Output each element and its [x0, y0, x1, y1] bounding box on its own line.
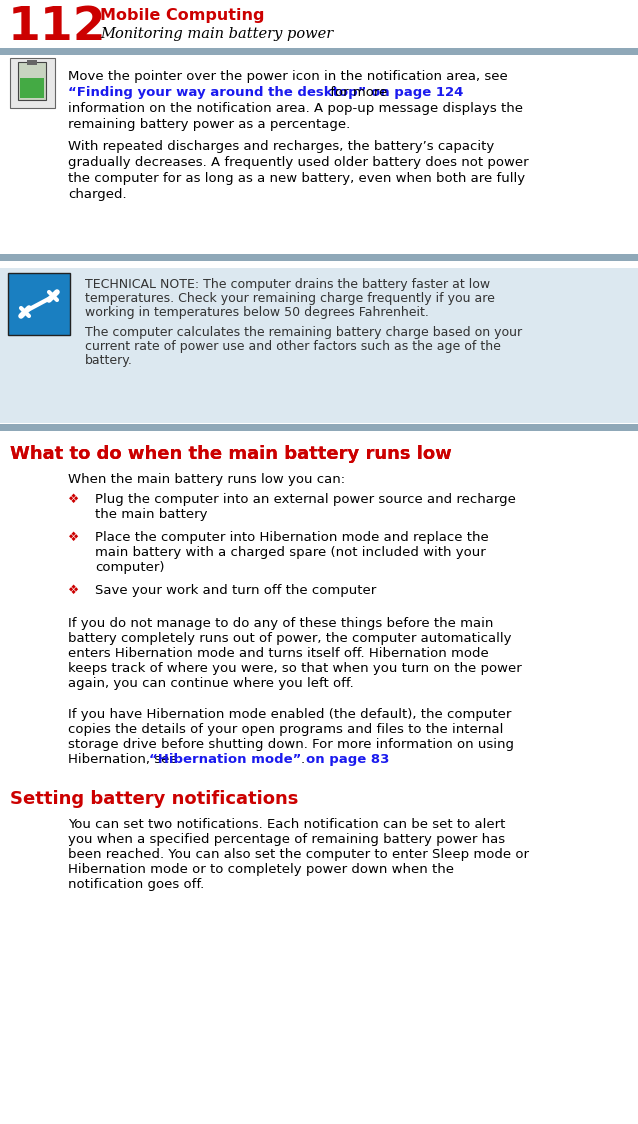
Text: working in temperatures below 50 degrees Fahrenheit.: working in temperatures below 50 degrees…: [85, 306, 429, 319]
Text: 112: 112: [8, 4, 107, 49]
Text: You can set two notifications. Each notification can be set to alert: You can set two notifications. Each noti…: [68, 818, 505, 831]
Text: Place the computer into Hibernation mode and replace the: Place the computer into Hibernation mode…: [95, 531, 489, 544]
Text: notification goes off.: notification goes off.: [68, 878, 204, 891]
Text: charged.: charged.: [68, 188, 126, 201]
Text: Monitoring main battery power: Monitoring main battery power: [100, 27, 333, 40]
Text: .: .: [301, 753, 305, 765]
Text: With repeated discharges and recharges, the battery’s capacity: With repeated discharges and recharges, …: [68, 140, 494, 153]
Text: Hibernation, see: Hibernation, see: [68, 753, 182, 765]
Text: enters Hibernation mode and turns itself off. Hibernation mode: enters Hibernation mode and turns itself…: [68, 647, 489, 660]
Text: information on the notification area. A pop-up message displays the: information on the notification area. A …: [68, 102, 523, 115]
Text: The computer calculates the remaining battery charge based on your: The computer calculates the remaining ba…: [85, 326, 522, 339]
Text: keeps track of where you were, so that when you turn on the power: keeps track of where you were, so that w…: [68, 662, 522, 676]
Text: ❖: ❖: [68, 493, 79, 506]
Text: TECHNICAL NOTE: The computer drains the battery faster at low: TECHNICAL NOTE: The computer drains the …: [85, 278, 490, 291]
Bar: [10, 58, 55, 108]
Text: Plug the computer into an external power source and recharge: Plug the computer into an external power…: [95, 493, 516, 506]
Text: When the main battery runs low you can:: When the main battery runs low you can:: [68, 473, 345, 486]
Bar: [27, 60, 37, 65]
Text: Hibernation mode or to completely power down when the: Hibernation mode or to completely power …: [68, 863, 454, 876]
Bar: [8, 273, 70, 335]
Text: battery.: battery.: [85, 354, 133, 368]
Text: Save your work and turn off the computer: Save your work and turn off the computer: [95, 584, 376, 597]
Text: you when a specified percentage of remaining battery power has: you when a specified percentage of remai…: [68, 833, 505, 846]
Text: temperatures. Check your remaining charge frequently if you are: temperatures. Check your remaining charg…: [85, 292, 495, 305]
Text: battery completely runs out of power, the computer automatically: battery completely runs out of power, th…: [68, 632, 512, 645]
Text: gradually decreases. A frequently used older battery does not power: gradually decreases. A frequently used o…: [68, 156, 529, 169]
Text: been reached. You can also set the computer to enter Sleep mode or: been reached. You can also set the compu…: [68, 847, 529, 861]
Text: the computer for as long as a new battery, even when both are fully: the computer for as long as a new batter…: [68, 172, 525, 185]
Text: for more: for more: [326, 87, 387, 99]
Text: “Hibernation mode” on page 83: “Hibernation mode” on page 83: [149, 753, 389, 765]
Text: remaining battery power as a percentage.: remaining battery power as a percentage.: [68, 118, 350, 132]
Text: ❖: ❖: [68, 584, 79, 597]
Text: again, you can continue where you left off.: again, you can continue where you left o…: [68, 677, 353, 690]
Text: If you have Hibernation mode enabled (the default), the computer: If you have Hibernation mode enabled (th…: [68, 708, 512, 720]
Text: What to do when the main battery runs low: What to do when the main battery runs lo…: [10, 445, 452, 463]
Bar: [18, 62, 46, 100]
Text: computer): computer): [95, 561, 165, 574]
Text: storage drive before shutting down. For more information on using: storage drive before shutting down. For …: [68, 738, 514, 751]
Text: the main battery: the main battery: [95, 508, 207, 522]
Bar: [0, 424, 638, 430]
Text: If you do not manage to do any of these things before the main: If you do not manage to do any of these …: [68, 617, 493, 629]
Text: ❖: ❖: [68, 531, 79, 544]
Text: What to do when the main battery runs low: What to do when the main battery runs lo…: [10, 445, 452, 463]
Text: Setting battery notifications: Setting battery notifications: [10, 790, 299, 808]
Bar: [20, 78, 44, 98]
Text: Mobile Computing: Mobile Computing: [100, 8, 265, 22]
Text: main battery with a charged spare (not included with your: main battery with a charged spare (not i…: [95, 546, 486, 559]
Text: Move the pointer over the power icon in the notification area, see: Move the pointer over the power icon in …: [68, 70, 508, 83]
Bar: [0, 254, 638, 261]
Bar: [0, 48, 638, 55]
Text: current rate of power use and other factors such as the age of the: current rate of power use and other fact…: [85, 339, 501, 353]
Bar: [0, 268, 638, 423]
Text: copies the details of your open programs and files to the internal: copies the details of your open programs…: [68, 723, 503, 736]
Text: “Finding your way around the desktop” on page 124: “Finding your way around the desktop” on…: [68, 87, 463, 99]
